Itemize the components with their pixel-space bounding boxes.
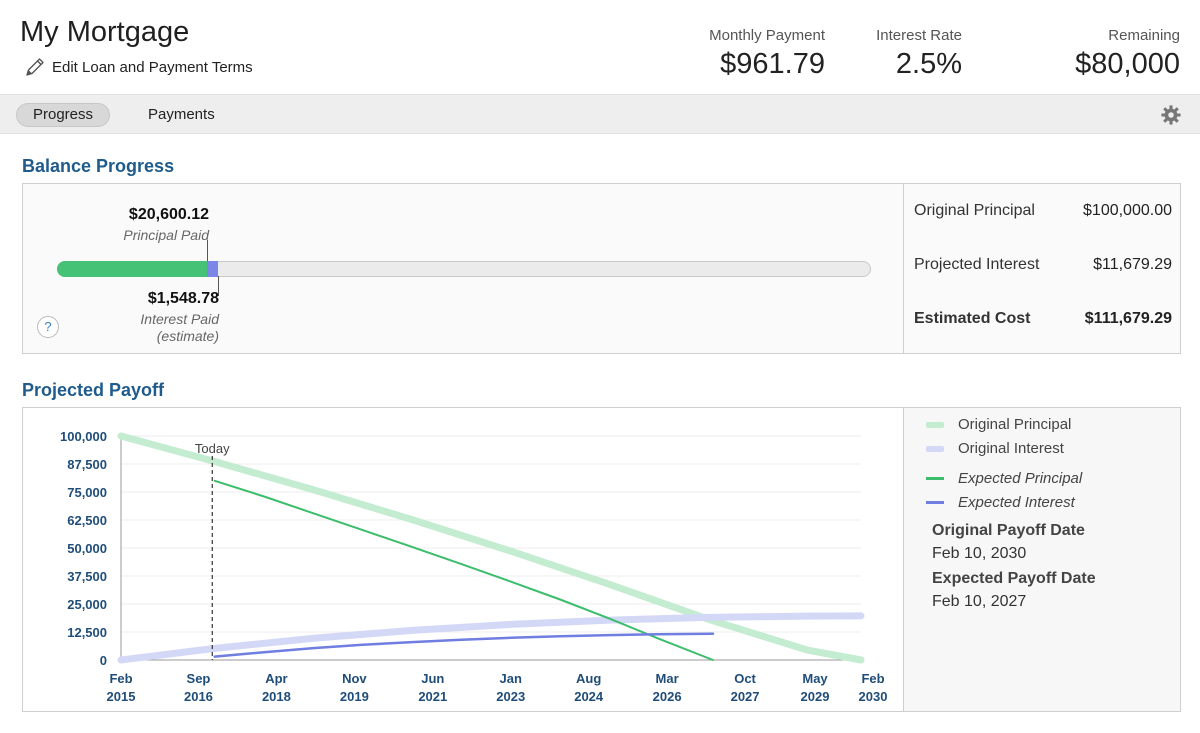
monthly-payment-label: Monthly Payment — [709, 27, 825, 44]
expected-payoff-date-label: Expected Payoff Date — [932, 570, 1096, 587]
edit-loan-terms-label: Edit Loan and Payment Terms — [52, 58, 253, 76]
header: My Mortgage Edit Loan and Payment Terms … — [0, 0, 1200, 94]
x-tick-label: Aug — [576, 671, 601, 686]
x-tick-label: 2015 — [107, 689, 136, 704]
x-tick-label: 2026 — [653, 689, 682, 704]
y-tick-label: 50,000 — [67, 541, 107, 556]
series-line-original-principal — [117, 432, 865, 664]
x-tick-label: Mar — [656, 671, 679, 686]
legend-swatch-original-interest — [926, 445, 944, 452]
legend-expected-principal: Expected Principal — [926, 470, 1082, 487]
x-tick-label: Nov — [342, 671, 367, 686]
monthly-payment-value: $961.79 — [720, 48, 825, 80]
payoff-legend: Original Principal Original Interest Exp… — [903, 408, 1180, 711]
help-button[interactable]: ? — [37, 316, 59, 338]
x-tick-label: 2019 — [340, 689, 369, 704]
expected-payoff-date-value: Feb 10, 2027 — [932, 593, 1027, 610]
legend-swatch-original-principal — [926, 421, 944, 428]
x-tick-label: Apr — [265, 671, 287, 686]
y-tick-label: 37,500 — [67, 569, 107, 584]
toolbar: Progress Payments — [0, 94, 1200, 134]
interest-paid-tick — [218, 276, 219, 296]
x-tick-label: 2018 — [262, 689, 291, 704]
tab-progress[interactable]: Progress — [16, 103, 111, 127]
remaining-label: Remaining — [1108, 27, 1180, 44]
series-line-expected-principal — [213, 479, 714, 661]
payoff-chart-area: 100,000 87,500 75,000 62,500 50,000 37,500 25,… — [23, 408, 903, 711]
balance-progress-panel: $20,600.12 Principal Paid $1,548.78 Inte… — [22, 183, 1181, 354]
y-tick-label: 12,500 — [67, 625, 107, 640]
principal-paid-tick — [207, 240, 208, 262]
y-tick-label: 100,000 — [60, 429, 107, 444]
original-payoff-date-label: Original Payoff Date — [932, 522, 1085, 539]
remaining-stat: Remaining $80,000 — [1075, 27, 1180, 81]
interest-paid-label: Interest Paid — [140, 311, 219, 327]
interest-rate-stat: Interest Rate 2.5% — [876, 27, 962, 81]
legend-swatch-expected-interest — [926, 501, 944, 504]
principal-paid-label: Principal Paid — [123, 227, 209, 243]
x-tick-label: Feb — [109, 671, 132, 686]
x-tick-label: 2027 — [731, 689, 760, 704]
cost-summary: Original Principal $100,000.00 Projected… — [903, 184, 1180, 353]
pencil-icon — [26, 58, 44, 76]
x-tick-label: Oct — [734, 671, 756, 686]
y-tick-label: 25,000 — [67, 597, 107, 612]
legend-swatch-expected-principal — [926, 477, 944, 480]
x-tick-label: 2016 — [184, 689, 213, 704]
edit-loan-terms-link[interactable]: Edit Loan and Payment Terms — [24, 56, 253, 78]
interest-paid-amount: $1,548.78 — [147, 290, 219, 307]
interest-paid-fill — [207, 261, 218, 277]
page-title: My Mortgage — [20, 16, 190, 48]
interest-paid-note: (estimate) — [156, 328, 219, 344]
balance-progress-title: Balance Progress — [22, 156, 175, 176]
x-tick-label: Sep — [187, 671, 211, 686]
y-tick-label: 0 — [100, 653, 107, 668]
x-tick-label: Jun — [421, 671, 444, 686]
balance-progress-bar-area: $20,600.12 Principal Paid $1,548.78 Inte… — [23, 184, 903, 353]
y-tick-label: 62,500 — [67, 513, 107, 528]
legend-expected-interest: Expected Interest — [926, 494, 1075, 511]
x-tick-label: 2024 — [574, 689, 604, 704]
gear-icon[interactable] — [1160, 104, 1182, 126]
today-label: Today — [195, 441, 230, 456]
legend-label-original-principal: Original Principal — [958, 416, 1072, 433]
remaining-value: $80,000 — [1075, 48, 1180, 80]
interest-rate-value: 2.5% — [895, 48, 962, 80]
x-tick-label: 2021 — [418, 689, 447, 704]
principal-paid-fill — [57, 261, 207, 277]
legend-original-interest: Original Interest — [926, 440, 1064, 457]
x-tick-label: Jan — [500, 671, 522, 686]
projected-interest-value: $11,679.29 — [1093, 256, 1172, 273]
payoff-chart: 100,000 87,500 75,000 62,500 50,000 37,500 25,… — [60, 429, 888, 704]
monthly-payment-stat: Monthly Payment $961.79 — [709, 27, 825, 81]
estimated-cost-value: $111,679.29 — [1084, 310, 1172, 327]
legend-label-original-interest: Original Interest — [958, 440, 1064, 457]
interest-rate-label: Interest Rate — [876, 27, 962, 44]
projected-payoff-title: Projected Payoff — [22, 380, 165, 400]
original-payoff-date-value: Feb 10, 2030 — [932, 545, 1027, 562]
legend-original-principal: Original Principal — [926, 416, 1071, 433]
projected-payoff-panel: 100,000 87,500 75,000 62,500 50,000 37,500 25,… — [22, 407, 1181, 712]
original-principal-value: $100,000.00 — [1083, 202, 1172, 219]
principal-paid-amount: $20,600.12 — [128, 206, 209, 223]
legend-label-expected-interest: Expected Interest — [958, 494, 1075, 511]
estimated-cost-label: Estimated Cost — [914, 310, 1031, 327]
x-tick-label: 2029 — [801, 689, 830, 704]
legend-label-expected-principal: Expected Principal — [958, 470, 1083, 487]
y-tick-label: 87,500 — [67, 457, 107, 472]
x-tick-label: 2023 — [496, 689, 525, 704]
x-tick-label: May — [802, 671, 828, 686]
projected-interest-label: Projected Interest — [914, 256, 1040, 273]
series-line-expected-interest — [213, 632, 715, 658]
y-tick-label: 75,000 — [67, 485, 107, 500]
x-tick-label: 2030 — [859, 689, 888, 704]
series-line-original-interest — [117, 612, 865, 664]
tab-payments[interactable]: Payments — [148, 106, 215, 123]
x-tick-label: Feb — [861, 671, 884, 686]
original-principal-label: Original Principal — [914, 202, 1035, 219]
